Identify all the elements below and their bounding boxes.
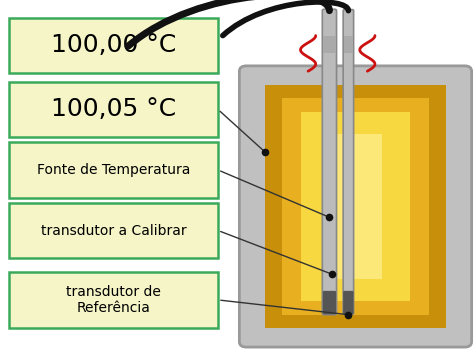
FancyBboxPatch shape <box>9 18 218 73</box>
FancyBboxPatch shape <box>9 82 218 137</box>
FancyBboxPatch shape <box>343 10 354 314</box>
Text: 100,00 °C: 100,00 °C <box>51 33 176 57</box>
FancyBboxPatch shape <box>343 291 354 314</box>
FancyBboxPatch shape <box>329 134 382 279</box>
FancyBboxPatch shape <box>322 9 337 315</box>
Bar <box>323 36 336 53</box>
FancyBboxPatch shape <box>9 272 218 328</box>
Bar <box>344 36 353 53</box>
Text: transdutor a Calibrar: transdutor a Calibrar <box>41 224 187 237</box>
FancyBboxPatch shape <box>9 203 218 258</box>
Text: Fonte de Temperatura: Fonte de Temperatura <box>37 163 191 177</box>
FancyBboxPatch shape <box>9 142 218 198</box>
FancyBboxPatch shape <box>323 291 336 314</box>
Text: transdutor de
Referência: transdutor de Referência <box>66 285 161 315</box>
FancyBboxPatch shape <box>239 66 472 347</box>
FancyBboxPatch shape <box>265 85 446 328</box>
FancyBboxPatch shape <box>301 112 410 301</box>
Text: 100,05 °C: 100,05 °C <box>51 98 176 121</box>
FancyBboxPatch shape <box>282 98 429 315</box>
